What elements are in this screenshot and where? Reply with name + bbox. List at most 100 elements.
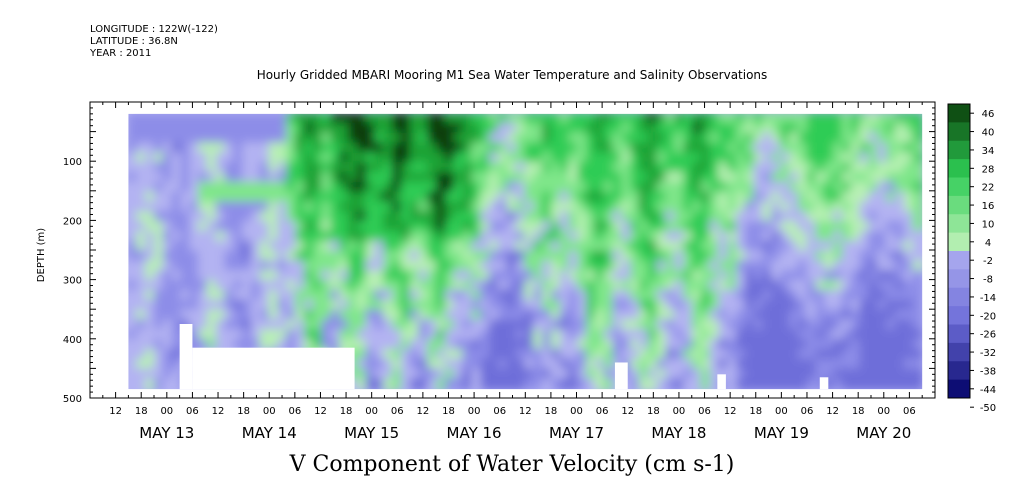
field-cell: [153, 279, 166, 293]
field-cell: [233, 250, 245, 263]
x-hour-label: 12: [417, 406, 430, 417]
field-cell: [383, 279, 395, 293]
field-cell: [162, 270, 175, 283]
field-cell: [436, 348, 448, 362]
field-cell: [180, 299, 192, 312]
field-cell: [744, 368, 757, 381]
field-cell: [824, 122, 836, 136]
field-cell: [180, 279, 192, 293]
field-cell: [894, 299, 907, 312]
x-hour-label: 00: [365, 406, 378, 417]
field-cell: [524, 113, 536, 126]
field-cell: [128, 348, 139, 362]
field-cell: [832, 191, 845, 204]
field-cell: [365, 211, 377, 224]
field-cell: [744, 279, 757, 293]
field-cell: [242, 270, 254, 283]
field-cell: [877, 171, 889, 185]
field-cell: [780, 279, 792, 293]
field-cell: [497, 122, 510, 136]
field-cell: [409, 299, 421, 312]
field-cell: [418, 171, 430, 185]
field-cell: [171, 299, 183, 312]
field-cell: [136, 201, 148, 214]
field-cell: [709, 122, 721, 136]
field-cell: [621, 230, 633, 244]
field-cell: [277, 270, 289, 283]
field-cell: [515, 152, 527, 165]
field-cell: [356, 250, 369, 263]
field-cell: [824, 358, 836, 371]
field-cell: [524, 181, 536, 194]
field-cell: [744, 152, 757, 165]
field-cell: [568, 201, 580, 214]
field-cell: [674, 132, 686, 145]
x-hour-label: 18: [135, 406, 148, 417]
field-cell: [577, 299, 589, 312]
field-cell: [294, 161, 307, 175]
field-cell: [409, 201, 421, 214]
field-cell: [153, 132, 166, 145]
field-cell: [515, 338, 527, 352]
field-cell: [224, 250, 236, 263]
field-cell: [744, 240, 757, 253]
field-cell: [621, 201, 633, 214]
field-cell: [215, 270, 227, 283]
field-cell: [189, 181, 201, 194]
field-cell: [136, 368, 148, 381]
field-cell: [162, 348, 175, 362]
field-cell: [797, 161, 810, 175]
field-cell: [656, 279, 668, 293]
field-cell: [586, 348, 598, 362]
field-cell: [356, 378, 369, 390]
field-cell: [286, 299, 298, 312]
field-cell: [506, 191, 518, 204]
field-cell: [339, 250, 351, 263]
field-cell: [489, 338, 501, 352]
field-cell: [409, 113, 421, 126]
field-cell: [330, 211, 342, 224]
chart-title: Hourly Gridded MBARI Mooring M1 Sea Wate…: [256, 68, 768, 82]
field-cell: [638, 132, 651, 145]
field-cell: [877, 378, 889, 390]
field-cell: [797, 358, 810, 371]
x-hour-label: 06: [801, 406, 814, 417]
field-cell: [206, 171, 219, 185]
field-cell: [180, 270, 192, 283]
field-cell: [524, 260, 536, 273]
field-cell: [541, 319, 554, 332]
field-cell: [727, 378, 739, 390]
field-cell: [630, 142, 642, 155]
field-cell: [524, 211, 536, 224]
field-cell: [128, 191, 139, 204]
field-cell: [832, 220, 845, 234]
field-cell: [753, 132, 765, 145]
field-cell: [418, 289, 430, 303]
field-cell: [586, 240, 598, 253]
field-cell: [268, 152, 280, 165]
field-cell: [647, 358, 660, 371]
field-cell: [656, 378, 668, 390]
x-hour-label: 00: [877, 406, 890, 417]
field-cell: [541, 289, 554, 303]
field-cell: [691, 132, 704, 145]
field-cell: [497, 299, 510, 312]
field-cell: [691, 319, 704, 332]
field-cell: [630, 358, 642, 371]
field-cell: [321, 122, 333, 136]
field-cell: [771, 309, 783, 322]
field-cell: [700, 132, 713, 145]
field-cell: [392, 132, 404, 145]
field-cell: [515, 260, 527, 273]
field-cell: [471, 230, 483, 244]
field-cell: [859, 299, 871, 312]
field-cell: [771, 113, 783, 126]
field-cell: [250, 338, 263, 352]
field-cell: [189, 191, 201, 204]
field-cell: [189, 211, 201, 224]
field-cell: [868, 358, 880, 371]
field-cell: [303, 122, 316, 136]
field-cell: [153, 171, 166, 185]
field-cell: [806, 152, 818, 165]
field-cell: [559, 289, 571, 303]
